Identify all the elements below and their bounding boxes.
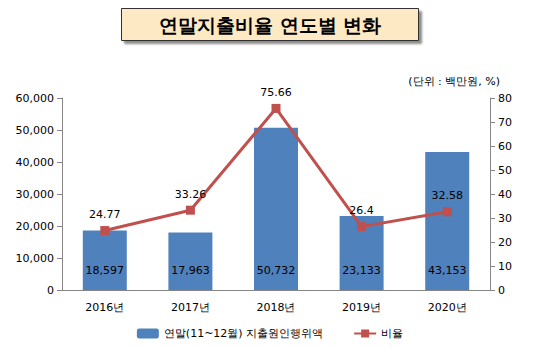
svg-text:2020년: 2020년 bbox=[428, 301, 467, 314]
svg-text:2017년: 2017년 bbox=[171, 301, 210, 314]
svg-text:18,597: 18,597 bbox=[86, 264, 125, 277]
svg-text:70: 70 bbox=[498, 116, 512, 129]
svg-text:50,732: 50,732 bbox=[257, 264, 296, 277]
svg-text:(단위 : 백만원, %): (단위 : 백만원, %) bbox=[408, 75, 500, 88]
svg-text:23,133: 23,133 bbox=[342, 264, 381, 277]
svg-text:30,000: 30,000 bbox=[16, 188, 55, 201]
svg-text:2019년: 2019년 bbox=[342, 301, 381, 314]
svg-text:10: 10 bbox=[498, 260, 512, 273]
svg-text:40: 40 bbox=[498, 188, 512, 201]
svg-text:60: 60 bbox=[498, 140, 512, 153]
svg-text:비율: 비율 bbox=[381, 327, 403, 340]
svg-text:40,000: 40,000 bbox=[16, 156, 55, 169]
svg-text:2018년: 2018년 bbox=[257, 301, 296, 314]
svg-text:연말(11~12월) 지출원인행위액: 연말(11~12월) 지출원인행위액 bbox=[164, 327, 323, 340]
svg-text:20: 20 bbox=[498, 236, 512, 249]
svg-text:30: 30 bbox=[498, 212, 512, 225]
svg-text:60,000: 60,000 bbox=[16, 92, 55, 105]
svg-text:연말지출비율 연도별 변화: 연말지출비율 연도별 변화 bbox=[159, 14, 381, 36]
svg-text:50: 50 bbox=[498, 164, 512, 177]
svg-text:43,153: 43,153 bbox=[428, 264, 467, 277]
svg-text:10,000: 10,000 bbox=[16, 252, 55, 265]
svg-text:0: 0 bbox=[47, 284, 54, 297]
svg-text:0: 0 bbox=[498, 284, 505, 297]
svg-text:33.26: 33.26 bbox=[175, 188, 207, 201]
svg-text:32.58: 32.58 bbox=[431, 189, 463, 202]
svg-text:24.77: 24.77 bbox=[89, 208, 121, 221]
svg-text:50,000: 50,000 bbox=[16, 124, 55, 137]
svg-text:80: 80 bbox=[498, 92, 512, 105]
svg-text:17,963: 17,963 bbox=[171, 264, 210, 277]
svg-text:75.66: 75.66 bbox=[260, 86, 292, 99]
svg-text:20,000: 20,000 bbox=[16, 220, 55, 233]
svg-text:26.4: 26.4 bbox=[349, 204, 374, 217]
svg-text:2016년: 2016년 bbox=[85, 301, 124, 314]
